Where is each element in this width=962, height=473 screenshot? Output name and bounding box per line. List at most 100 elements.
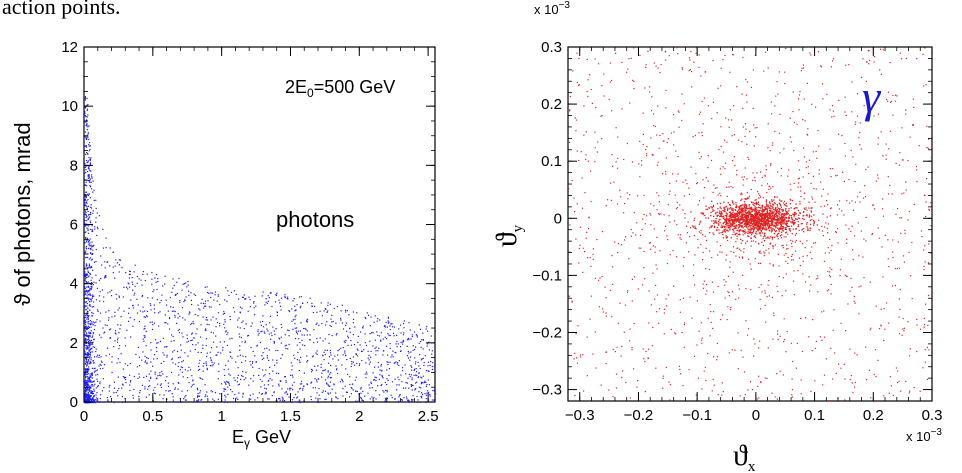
right-point [743,215,746,218]
right-point [696,300,698,302]
right-point [707,154,709,157]
right-point [830,249,832,252]
left-point [384,381,387,384]
right-point [774,105,776,107]
right-point [835,372,837,374]
left-point [84,291,86,293]
left-point [345,339,347,342]
right-point [707,352,709,355]
right-point [720,67,722,69]
right-point [716,359,718,361]
left-point [294,393,297,396]
right-point [648,348,650,350]
right-point [711,390,713,392]
right-point [699,111,702,113]
left-point [96,212,98,214]
right-point [826,216,828,218]
left-point [187,284,189,286]
left-point [108,309,110,312]
right-point [791,378,793,380]
right-point [780,204,782,207]
left-point [266,302,268,305]
right-point [808,201,810,203]
left-point [247,310,249,312]
left-point [108,317,110,319]
right-point [740,250,742,252]
left-point [85,375,87,378]
left-point [287,329,289,331]
left-point [315,369,318,371]
left-point [278,398,280,400]
left-point [274,301,277,303]
left-point [92,401,95,403]
right-point [843,180,845,183]
left-point [115,391,117,394]
right-point [807,166,809,168]
right-point [568,295,570,297]
right-point [736,215,739,217]
right-point [874,349,877,351]
left-point [299,401,301,404]
right-point [905,113,907,115]
left-point [205,338,208,340]
right-point [678,365,681,367]
left-point [318,394,320,396]
left-point [229,351,232,353]
right-plot-frame [567,46,933,402]
right-point [759,221,761,223]
left-point [87,339,89,341]
left-point [88,388,90,390]
right-point [881,246,883,248]
left-point [392,350,394,352]
left-point [331,388,333,390]
right-point [592,353,594,355]
left-point [131,276,133,279]
right-point [764,228,766,231]
right-point [681,93,683,95]
right-point [711,207,713,209]
left-point [124,363,126,365]
right-point [621,376,623,379]
left-point [88,276,90,278]
right-point [806,214,808,216]
left-point [85,239,87,241]
left-point [100,394,102,396]
left-point [94,370,96,372]
right-point [764,174,766,176]
right-point [928,243,930,245]
left-point [105,311,107,313]
left-point [87,198,89,201]
right-point [760,381,762,383]
left-point [372,345,374,347]
left-point [410,384,412,386]
right-point [662,375,664,377]
right-point [653,228,655,230]
right-point [735,212,737,215]
right-point [594,161,596,163]
right-point [785,223,787,226]
right-point [656,268,658,270]
left-point [103,332,105,334]
left-point [355,390,357,392]
right-point [762,197,764,199]
right-point [785,217,787,219]
left-point [88,141,91,144]
left-point [117,309,119,311]
right-point [895,162,897,164]
left-point [87,377,89,379]
left-point [227,332,229,334]
right-point [821,230,823,232]
right-point [809,219,811,222]
right-point [717,222,719,225]
left-point [148,386,150,388]
left-point [106,396,108,399]
left-point [239,311,241,313]
right-point [653,62,655,64]
left-point [117,395,119,397]
right-point [782,210,784,213]
right-point [754,236,757,239]
left-point [118,332,120,334]
left-point [393,362,395,364]
right-point [741,198,743,200]
right-point [782,340,785,343]
